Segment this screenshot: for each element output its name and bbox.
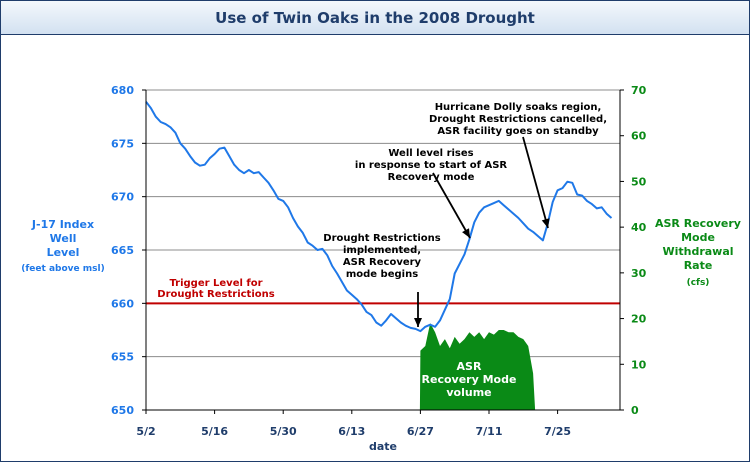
right-tick-label: 0 <box>631 404 639 417</box>
annotation-text: ASR Recovery <box>343 257 422 268</box>
left-tick-label: 680 <box>111 84 134 97</box>
well-level-series <box>145 101 613 333</box>
x-tick-label: 6/27 <box>407 425 434 438</box>
annotation-arrowhead <box>541 218 550 228</box>
annotation-text: Drought Restrictions <box>323 233 440 244</box>
chart-title-bar: Use of Twin Oaks in the 2008 Drought <box>1 1 749 35</box>
x-tick-label: 5/2 <box>136 425 155 438</box>
left-tick-label: 675 <box>111 137 134 150</box>
trigger-level-label: Trigger Level for <box>169 278 262 289</box>
annotation-arrow <box>522 136 549 229</box>
axes: 650 655 660 665 670 675 680 0 10 20 30 40 50 60 70 5/2 5… <box>111 84 647 438</box>
left-tick-label: 655 <box>111 351 134 364</box>
left-tick-label: 650 <box>111 404 134 417</box>
annotation-text: Hurricane Dolly soaks region, <box>435 102 602 113</box>
right-axis-title: Mode <box>681 231 715 244</box>
left-axis-title: J-17 Index <box>31 218 94 231</box>
asr-volume-label: Recovery Mode <box>422 373 517 386</box>
right-tick-label: 10 <box>631 358 647 371</box>
annotation-text: Drought Restrictions cancelled, <box>429 114 607 125</box>
trigger-level-label: Drought Restrictions <box>157 289 274 300</box>
right-tick-label: 60 <box>631 130 647 143</box>
x-axis-title: date <box>369 440 397 453</box>
asr-volume-label: volume <box>446 386 491 399</box>
annotation-arrowhead <box>414 318 422 327</box>
asr-withdrawal-area <box>419 323 536 410</box>
annotation-text: in response to start of ASR <box>355 160 508 171</box>
right-axis-subtitle: (cfs) <box>687 278 710 288</box>
right-axis-title: Rate <box>684 259 713 272</box>
right-tick-label: 30 <box>631 267 647 280</box>
right-tick-label: 70 <box>631 84 647 97</box>
x-tick-label: 5/30 <box>270 425 297 438</box>
left-axis-subtitle: (feet above msl) <box>21 264 104 274</box>
well-level-line <box>145 101 613 333</box>
annotation-text: Well level rises <box>388 148 473 159</box>
x-tick-label: 7/11 <box>476 425 503 438</box>
x-tick-label: 6/13 <box>338 425 365 438</box>
left-axis-title: Well <box>50 232 77 245</box>
right-axis-title: Withdrawal <box>662 245 733 258</box>
annotation-text: Recovery mode <box>388 172 475 183</box>
annotation-arrow <box>432 172 471 239</box>
annotation-text: mode begins <box>346 269 418 280</box>
annotation-arrowhead <box>462 228 470 238</box>
chart-title: Use of Twin Oaks in the 2008 Drought <box>215 8 535 27</box>
left-axis-title: Level <box>47 246 80 259</box>
x-tick-label: 7/25 <box>544 425 571 438</box>
left-tick-label: 665 <box>111 244 134 257</box>
right-axis-title: ASR Recovery <box>655 217 741 230</box>
left-tick-label: 660 <box>111 297 134 310</box>
right-tick-label: 50 <box>631 175 647 188</box>
right-tick-label: 20 <box>631 313 647 326</box>
annotation-text: implemented, <box>343 245 421 256</box>
left-tick-label: 670 <box>111 191 134 204</box>
asr-volume-label: ASR <box>457 360 482 373</box>
annotation-text: ASR facility goes on standby <box>437 126 599 137</box>
x-tick-label: 5/16 <box>201 425 228 438</box>
right-tick-label: 40 <box>631 221 647 234</box>
